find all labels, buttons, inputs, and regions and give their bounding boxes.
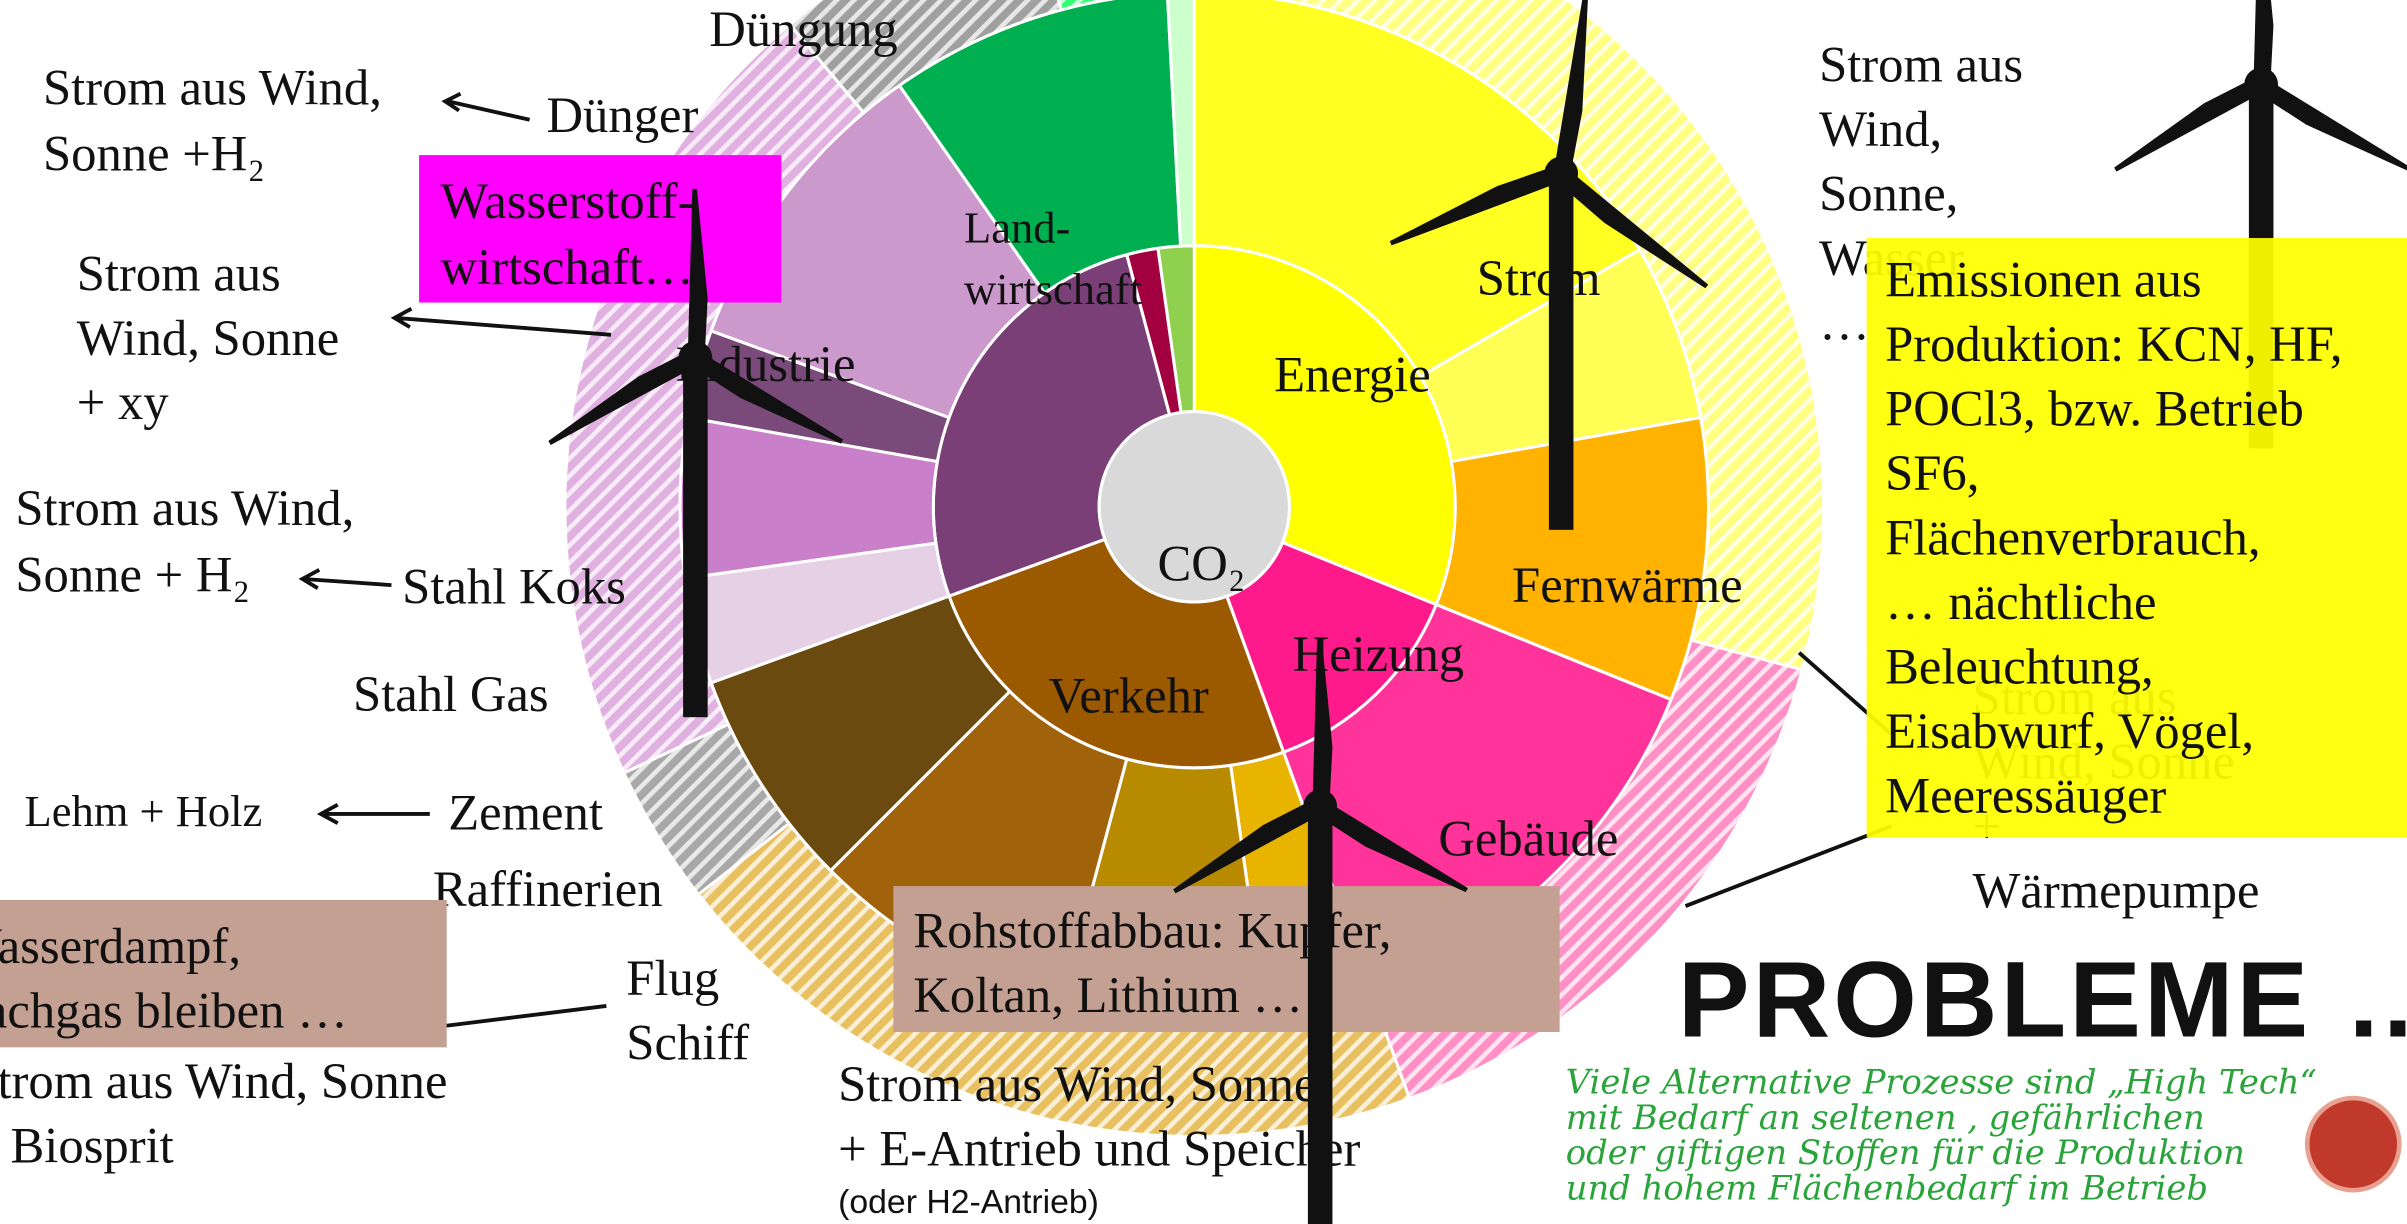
label-probleme: PROBLEME … bbox=[1678, 940, 2407, 1060]
turbine-blade bbox=[1389, 164, 1565, 246]
turbine-tower bbox=[1548, 173, 1574, 530]
label-strom-industrie: Strom aus bbox=[77, 245, 281, 301]
label-strom: Strom bbox=[1477, 250, 1601, 306]
label-strom-flug: Strom aus Wind, Sonne bbox=[0, 1053, 447, 1109]
label-wasserdampf: Wasserdampf, bbox=[0, 918, 241, 974]
label-gebaeude: Gebäude bbox=[1438, 810, 1618, 866]
label-emissionen: Produktion: KCN, HF, bbox=[1885, 316, 2342, 372]
wind-turbines bbox=[548, 0, 2407, 1224]
label-wasserstoff: Wasserstoff- bbox=[441, 173, 695, 229]
sunburst-segment bbox=[1166, 0, 1196, 248]
turbine-tower bbox=[683, 357, 708, 718]
turbine-blade bbox=[690, 351, 844, 444]
emission-labels: Emissionen aus Produktion: KCN, HF, POCl3,… bbox=[1885, 251, 2342, 823]
label-strom-industrie: Wind, Sonne bbox=[77, 310, 339, 366]
label-strom-verkehr-note: (oder H2-Antrieb) bbox=[838, 1183, 1099, 1221]
turbine-blade bbox=[1555, 167, 1709, 289]
label-strom-verkehr: + E-Antrieb und Speicher bbox=[838, 1121, 1360, 1177]
hatch-overlay bbox=[789, 0, 1062, 113]
turbine-blade bbox=[2253, 0, 2274, 85]
label-strom-gebaeude: Wärmepumpe bbox=[1973, 863, 2260, 919]
label-emissionen: … nächtliche bbox=[1885, 574, 2156, 630]
arrow bbox=[390, 307, 612, 337]
label-fernwaerme: Fernwärme bbox=[1512, 557, 1743, 613]
label-duengung: Düngung bbox=[709, 1, 898, 57]
label-strom-energie: Sonne, bbox=[1819, 165, 1958, 221]
turbine-hub bbox=[2244, 67, 2279, 102]
label-hinweis: Viele Alternative Prozesse sind „High Te… bbox=[1566, 1062, 2317, 1101]
label-energie: Energie bbox=[1274, 347, 1431, 403]
label-co2: CO₂ bbox=[1157, 536, 1245, 592]
hatch-overlay bbox=[1282, 0, 1824, 670]
label-hinweis: mit Bedarf an seltenen , gefährlichen bbox=[1566, 1098, 2205, 1137]
slide-badge bbox=[2304, 1095, 2402, 1193]
label-stahl-gas: Stahl Gas bbox=[353, 666, 549, 722]
label-lehm: Lehm + Holz bbox=[25, 786, 263, 836]
label-emissionen: Beleuchtung, bbox=[1885, 638, 2154, 694]
arrow bbox=[316, 803, 430, 825]
label-wasserstoff: wirtschaft… bbox=[441, 239, 694, 295]
turbine-blade bbox=[1553, 0, 1589, 175]
label-hinweis: oder giftigen Stoffen für die Produktion bbox=[1566, 1133, 2245, 1172]
label-zement: Zement bbox=[448, 784, 603, 840]
label-strom-duenger: Strom aus Wind, bbox=[43, 59, 382, 115]
turbine-blade bbox=[1315, 799, 1468, 893]
label-landwirtschaft: wirtschaft bbox=[964, 264, 1143, 314]
label-strom-verkehr: Strom aus Wind, Sonne bbox=[838, 1056, 1316, 1112]
label-flug: Schiff bbox=[626, 1015, 749, 1071]
label-flug: Flug bbox=[626, 950, 719, 1006]
label-strom-energie: … bbox=[1819, 294, 1870, 350]
label-strom-energie: Strom aus bbox=[1819, 36, 2023, 92]
emissions-box bbox=[1866, 238, 2407, 837]
turbine-hub bbox=[1544, 156, 1579, 191]
hydrogen-box bbox=[419, 155, 782, 303]
turbine-hub bbox=[1303, 789, 1338, 824]
resource-box bbox=[893, 886, 1560, 1033]
label-verkehr: Verkehr bbox=[1048, 668, 1208, 724]
label-hinweis: und hohem Flächenbedarf im Betrieb bbox=[1566, 1168, 2208, 1207]
hatch-overlay bbox=[698, 823, 1410, 1137]
label-strom-flug: + Biosprit bbox=[0, 1118, 174, 1174]
hatch-overlay bbox=[623, 724, 790, 895]
label-landwirtschaft: Land- bbox=[964, 203, 1070, 253]
label-strom-stahl: Sonne + H₂ bbox=[15, 546, 250, 602]
turbine-blade bbox=[2256, 77, 2407, 171]
turbine-blade bbox=[1312, 637, 1333, 807]
label-emissionen: POCl3, bzw. Betrieb bbox=[1885, 380, 2304, 436]
label-strom-stahl: Strom aus Wind, bbox=[15, 480, 354, 536]
connector bbox=[444, 1004, 607, 1028]
turbine-blade bbox=[687, 188, 708, 358]
label-strom-duenger: Sonne +H₂ bbox=[43, 125, 265, 181]
center-circle bbox=[1097, 410, 1291, 604]
label-raffinerien: Raffinerien bbox=[433, 861, 663, 917]
hatch-overlay bbox=[1058, 0, 1107, 10]
arrow bbox=[298, 568, 392, 590]
label-strom-energie: Wind, bbox=[1819, 101, 1942, 157]
label-stahl-koks: Stahl Koks bbox=[402, 559, 626, 615]
arrow bbox=[441, 91, 531, 122]
label-emissionen: Emissionen aus bbox=[1885, 251, 2202, 307]
label-rohstoff: Koltan, Lithium … bbox=[913, 967, 1303, 1023]
label-emissionen: SF6, bbox=[1885, 445, 1979, 501]
turbine-tower bbox=[1307, 806, 1333, 1224]
turbine-hub bbox=[678, 340, 713, 375]
vapor-box bbox=[0, 899, 447, 1048]
connector bbox=[1684, 824, 1892, 908]
label-duenger: Dünger bbox=[546, 87, 698, 143]
turbine-blade bbox=[1173, 798, 1325, 894]
connectors bbox=[298, 91, 1893, 1028]
label-wasserdampf: Lachgas bleiben … bbox=[0, 982, 348, 1038]
label-emissionen: Meeressäuger bbox=[1885, 767, 2166, 823]
turbine-blade bbox=[548, 349, 700, 445]
label-strom-industrie: + xy bbox=[77, 374, 170, 430]
turbine-blade bbox=[2114, 76, 2266, 172]
label-emissionen: Eisabwurf, Vögel, bbox=[1885, 703, 2254, 759]
label-emissionen: Flächenverbrauch, bbox=[1885, 509, 2260, 565]
